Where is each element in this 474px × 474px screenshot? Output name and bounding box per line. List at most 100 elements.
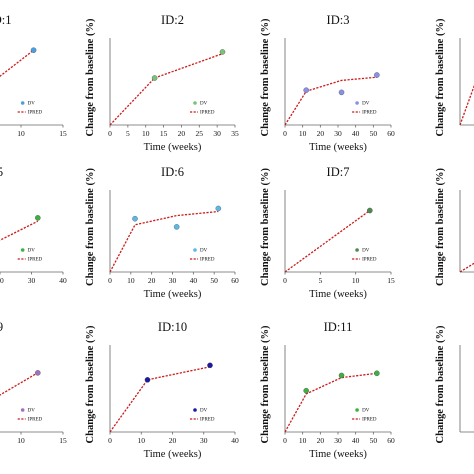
- ipred-line: [0, 372, 39, 396]
- dv-point: [215, 205, 222, 212]
- legend-dv-marker: [193, 248, 197, 252]
- panel-title: ID:1: [0, 13, 11, 27]
- legend-ipred-label: IPRED: [200, 258, 215, 263]
- x-axis-label: Time (weeks): [144, 142, 202, 153]
- x-tick-label: 40: [190, 276, 198, 285]
- dv-point: [338, 372, 345, 379]
- dv-point: [30, 47, 37, 53]
- x-tick-label: 20: [317, 129, 325, 138]
- y-axis-label: Change from baseline (%): [85, 168, 96, 286]
- y-axis-label: Change from baseline (%): [260, 18, 271, 136]
- legend-dv-marker: [355, 408, 359, 412]
- dv-point: [35, 370, 41, 376]
- x-tick-label: 50: [210, 276, 218, 285]
- legend-ipred-label: IPRED: [28, 258, 43, 263]
- dv-point: [35, 215, 41, 221]
- x-tick-label: 60: [387, 129, 395, 138]
- x-axis-label: Time (weeks): [309, 449, 367, 460]
- legend-dv-label: DV: [200, 409, 208, 414]
- x-tick-label: 40: [352, 436, 360, 445]
- legend-dv-label: DV: [362, 249, 370, 254]
- x-tick-label: 10: [127, 276, 135, 285]
- dv-point: [374, 370, 380, 377]
- x-tick-label: 10: [352, 276, 360, 285]
- panel-3: 0 10 20 30 40 50 60 ID:3 Time (weeks) Change from…: [260, 13, 395, 153]
- dv-point: [173, 224, 180, 230]
- legend-dv-label: DV: [28, 409, 36, 414]
- legend-dv-label: DV: [362, 102, 370, 107]
- x-tick-label: 5: [318, 276, 322, 285]
- dv-point: [219, 49, 226, 55]
- x-tick-label: 40: [352, 129, 360, 138]
- x-tick-label: 0: [283, 436, 287, 445]
- panel-title: ID:3: [327, 13, 350, 27]
- panel-title: ID:6: [161, 165, 184, 179]
- panel-4: Change from baseline (%): [435, 18, 474, 136]
- legend-ipred-label: IPRED: [362, 258, 377, 263]
- y-axis-label: Change from baseline (%): [85, 18, 96, 136]
- legend-dv-label: DV: [200, 102, 208, 107]
- ipred-line: [284, 372, 377, 433]
- ipred-line: [109, 210, 219, 273]
- dv-point: [151, 75, 158, 81]
- dv-point: [303, 387, 309, 394]
- x-tick-label: 15: [59, 129, 67, 138]
- panel-2: 0 5 10 15 20 25 30 35 ID:2 Time (weeks) Change fro…: [85, 13, 239, 153]
- ipred-line: [109, 53, 223, 126]
- x-tick-label: 30: [213, 129, 221, 138]
- legend-dv-label: DV: [362, 409, 370, 414]
- x-tick-label: 60: [231, 276, 239, 285]
- x-axis-label: Time (weeks): [144, 449, 202, 460]
- legend-ipred-label: IPRED: [362, 418, 377, 423]
- x-tick-label: 10: [299, 129, 307, 138]
- panel-9: 510159DVIPRED: [0, 320, 67, 445]
- legend-ipred-label: IPRED: [28, 111, 43, 116]
- x-tick-label: 10: [142, 129, 150, 138]
- x-tick-label: 0: [108, 129, 112, 138]
- ipred-line: [0, 49, 34, 78]
- x-tick-label: 5: [126, 129, 130, 138]
- panel-title: ID:11: [324, 320, 353, 334]
- x-tick-label: 10: [299, 436, 307, 445]
- legend-dv-marker: [20, 408, 25, 412]
- legend-dv-marker: [20, 248, 25, 252]
- x-tick-label: 30: [334, 436, 342, 445]
- dv-point: [374, 72, 380, 78]
- ipred-line: [0, 220, 39, 241]
- legend-dv-marker: [193, 408, 197, 412]
- x-axis-label: Time (weeks): [309, 142, 367, 153]
- legend-ipred-label: IPRED: [200, 111, 215, 116]
- legend-dv-marker: [355, 248, 359, 252]
- dv-point: [144, 377, 151, 383]
- x-tick-label: 40: [59, 276, 67, 285]
- x-tick-label: 30: [28, 276, 36, 285]
- ipred-line: [284, 76, 377, 126]
- x-tick-label: 30: [200, 436, 208, 445]
- dv-point: [132, 215, 138, 222]
- legend-dv-marker: [355, 101, 359, 105]
- dv-point: [338, 89, 345, 96]
- x-tick-label: 10: [17, 436, 25, 445]
- panel-title: ID:7: [327, 165, 350, 179]
- x-tick-label: 0: [283, 276, 287, 285]
- ipred-line: [109, 366, 211, 433]
- x-tick-label: 60: [387, 436, 395, 445]
- panel-7: 0 5 10 15 ID:7 Time (weeks) Change from baseli…: [260, 165, 395, 300]
- legend-ipred-label: IPRED: [28, 418, 43, 423]
- y-axis-label: Change from baseline (%): [435, 18, 446, 136]
- x-tick-label: 0: [108, 436, 112, 445]
- dv-point: [367, 207, 373, 214]
- x-tick-label: 25: [196, 129, 204, 138]
- panel-title: ID:2: [161, 13, 184, 27]
- x-tick-label: 40: [231, 436, 239, 445]
- x-tick-label: 15: [160, 129, 168, 138]
- x-tick-label: 15: [387, 276, 395, 285]
- panel-12: Change from baseline (%): [435, 325, 474, 443]
- dv-point: [303, 87, 309, 93]
- x-tick-label: 0: [283, 129, 287, 138]
- ipred-line: [459, 262, 474, 273]
- legend-dv-marker: [20, 101, 25, 105]
- panel-6: 0 10 20 30 40 50 60 ID:6 Time (weeks) Change from…: [85, 165, 239, 300]
